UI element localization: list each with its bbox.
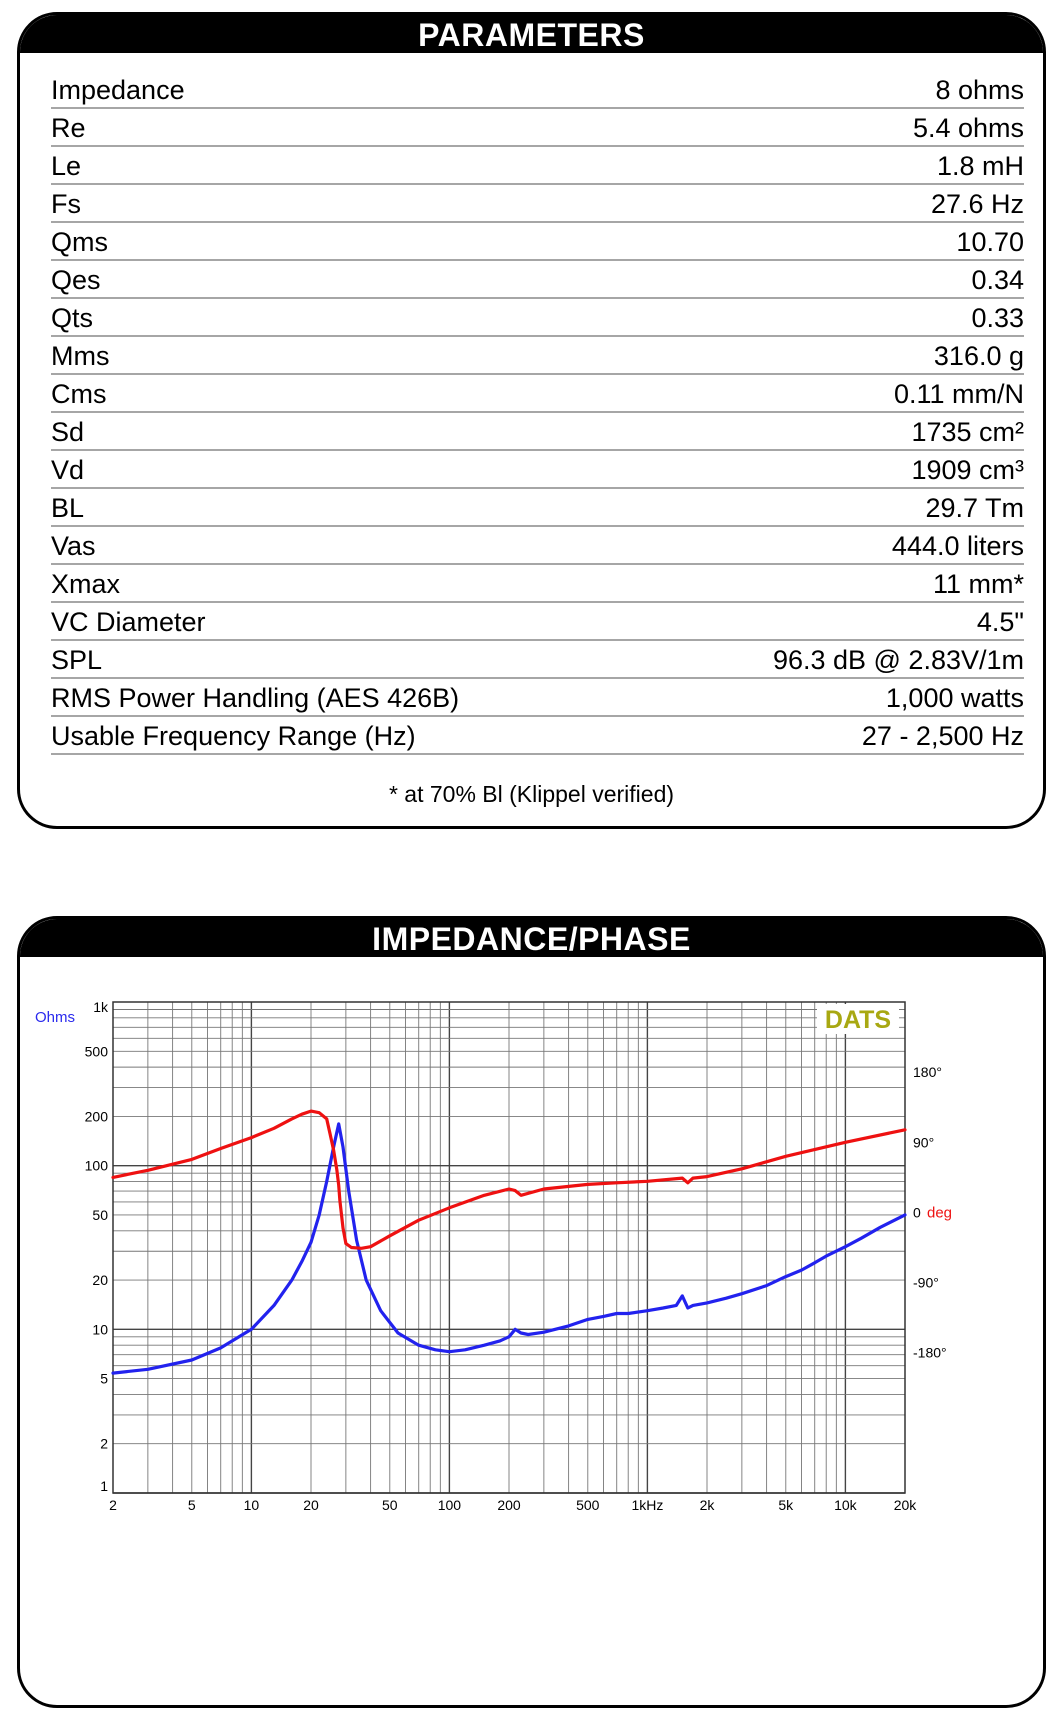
- parameter-row: Qms 10.70: [51, 223, 1024, 261]
- y-tick-label: 200: [85, 1108, 109, 1124]
- parameter-row: Xmax 11 mm*: [51, 565, 1024, 603]
- parameter-value: 27.6 Hz: [930, 189, 1024, 219]
- parameter-name: Vas: [51, 531, 96, 561]
- parameter-name: Xmax: [51, 569, 121, 599]
- parameters-panel: PARAMETERS Impedance 8 ohms Re 5.4 ohms Le 1.…: [17, 12, 1046, 829]
- x-tick-label: 200: [497, 1497, 521, 1513]
- parameter-value: 0.33: [971, 303, 1024, 333]
- parameter-row: SPL 96.3 dB @ 2.83V/1m: [51, 641, 1024, 679]
- impedance-phase-panel: IMPEDANCE/PHASE 2 5 10 20 50 100 200 500 1kHz 2k 5…: [17, 916, 1046, 1708]
- x-tick-label: 2: [109, 1497, 117, 1513]
- parameter-value: 1.8 mH: [936, 151, 1024, 181]
- parameter-value: 96.3 dB @ 2.83V/1m: [772, 645, 1024, 675]
- parameter-value: 444.0 liters: [891, 531, 1024, 561]
- x-tick-label: 100: [438, 1497, 462, 1513]
- x-tick-label: 5: [188, 1497, 196, 1513]
- parameter-name: Impedance: [51, 75, 185, 105]
- parameter-row: Vd 1909 cm³: [51, 451, 1024, 489]
- parameter-name: Vd: [51, 455, 85, 485]
- parameter-name: Qms: [51, 227, 108, 257]
- y2-tick-label: -180°: [913, 1345, 947, 1361]
- parameter-value: 11 mm*: [932, 569, 1024, 599]
- watermark-background: [817, 1004, 899, 1034]
- parameter-row: RMS Power Handling (AES 426B) 1,000 watts: [51, 679, 1024, 717]
- parameter-row: Mms 316.0 g: [51, 337, 1024, 375]
- parameters-table: Impedance 8 ohms Re 5.4 ohms Le 1.8 mH Fs 27.6 …: [51, 71, 1024, 755]
- y-tick-label: 10: [92, 1321, 108, 1337]
- y2-tick-label: -90°: [913, 1275, 939, 1291]
- parameter-name: Sd: [51, 417, 85, 447]
- y-tick-label: 2: [100, 1436, 108, 1452]
- parameter-value: 5.4 ohms: [912, 113, 1024, 143]
- parameter-value: 29.7 Tm: [925, 493, 1024, 523]
- parameter-name: Fs: [51, 189, 81, 219]
- parameter-row: Impedance 8 ohms: [51, 71, 1024, 109]
- parameter-value: 8 ohms: [935, 75, 1024, 105]
- parameter-row: BL 29.7 Tm: [51, 489, 1024, 527]
- dats-watermark: DATS: [825, 1006, 891, 1034]
- parameter-name: Le: [51, 151, 82, 181]
- parameter-row: Sd 1735 cm²: [51, 413, 1024, 451]
- parameter-name: Qts: [51, 303, 94, 333]
- parameter-value: 0.34: [971, 265, 1024, 295]
- x-tick-label: 10k: [834, 1497, 858, 1513]
- parameter-row: VC Diameter 4.5": [51, 603, 1024, 641]
- x-tick-label: 10: [244, 1497, 260, 1513]
- parameter-value: 10.70: [956, 227, 1024, 257]
- parameter-name: VC Diameter: [51, 607, 206, 637]
- parameter-name: Re: [51, 113, 86, 143]
- y2-tick-label: 180°: [913, 1064, 942, 1080]
- plot-frame: [112, 1001, 906, 1494]
- impedance-phase-chart: 2 5 10 20 50 100 200 500 1kHz 2k 5k 10k 20k125102050…: [35, 999, 952, 1513]
- parameter-name: RMS Power Handling (AES 426B): [51, 683, 460, 713]
- parameter-name: SPL: [51, 645, 103, 675]
- parameter-row: Qes 0.34: [51, 261, 1024, 299]
- parameter-row: Fs 27.6 Hz: [51, 185, 1024, 223]
- parameter-value: 4.5": [976, 607, 1024, 637]
- y2-tick-label: 90°: [913, 1134, 934, 1150]
- y-tick-label: 5: [100, 1371, 108, 1387]
- grid-lines: [112, 1002, 906, 1494]
- impedance-phase-title: IMPEDANCE/PHASE: [20, 919, 1043, 957]
- x-tick-label: 20: [303, 1497, 319, 1513]
- parameter-row: Re 5.4 ohms: [51, 109, 1024, 147]
- y-tick-label: 1: [100, 1478, 108, 1494]
- x-tick-label: 5k: [778, 1497, 794, 1513]
- y-tick-label: 50: [92, 1207, 108, 1223]
- x-tick-label: 1kHz: [631, 1497, 663, 1513]
- y-tick-label: 1k: [93, 999, 109, 1015]
- parameter-row: Le 1.8 mH: [51, 147, 1024, 185]
- parameters-title: PARAMETERS: [20, 15, 1043, 53]
- parameter-name: BL: [51, 493, 85, 523]
- parameter-name: Qes: [51, 265, 101, 295]
- parameter-value: 1909 cm³: [911, 455, 1024, 485]
- x-tick-label: 50: [382, 1497, 398, 1513]
- y-tick-label: 500: [85, 1043, 109, 1059]
- phase-series-line: [111, 1109, 907, 1250]
- parameter-row: Usable Frequency Range (Hz) 27 - 2,500 Hz: [51, 717, 1024, 755]
- parameter-row: Qts 0.33: [51, 299, 1024, 337]
- y-tick-label: 100: [85, 1158, 109, 1174]
- parameter-value: 1735 cm²: [911, 417, 1024, 447]
- parameters-footnote: * at 70% Bl (Klippel verified): [388, 781, 675, 807]
- parameter-name: Mms: [51, 341, 110, 371]
- y-tick-label: 20: [92, 1272, 108, 1288]
- parameter-value: 27 - 2,500 Hz: [861, 721, 1024, 751]
- x-tick-label: 2k: [700, 1497, 716, 1513]
- y2-unit-label: deg: [927, 1204, 952, 1221]
- parameter-row: Cms 0.11 mm/N: [51, 375, 1024, 413]
- parameter-row: Vas 444.0 liters: [51, 527, 1024, 565]
- parameter-value: 0.11 mm/N: [893, 379, 1024, 409]
- y2-tick-label: 0: [913, 1204, 921, 1220]
- parameter-name: Usable Frequency Range (Hz): [51, 721, 416, 751]
- x-tick-label: 20k: [894, 1497, 918, 1513]
- parameter-value: 1,000 watts: [885, 683, 1024, 713]
- parameter-value: 316.0 g: [933, 341, 1024, 371]
- y-unit-label: Ohms: [35, 1009, 75, 1026]
- parameter-name: Cms: [51, 379, 107, 409]
- impedance-series-line: [111, 1122, 907, 1375]
- x-tick-label: 500: [576, 1497, 600, 1513]
